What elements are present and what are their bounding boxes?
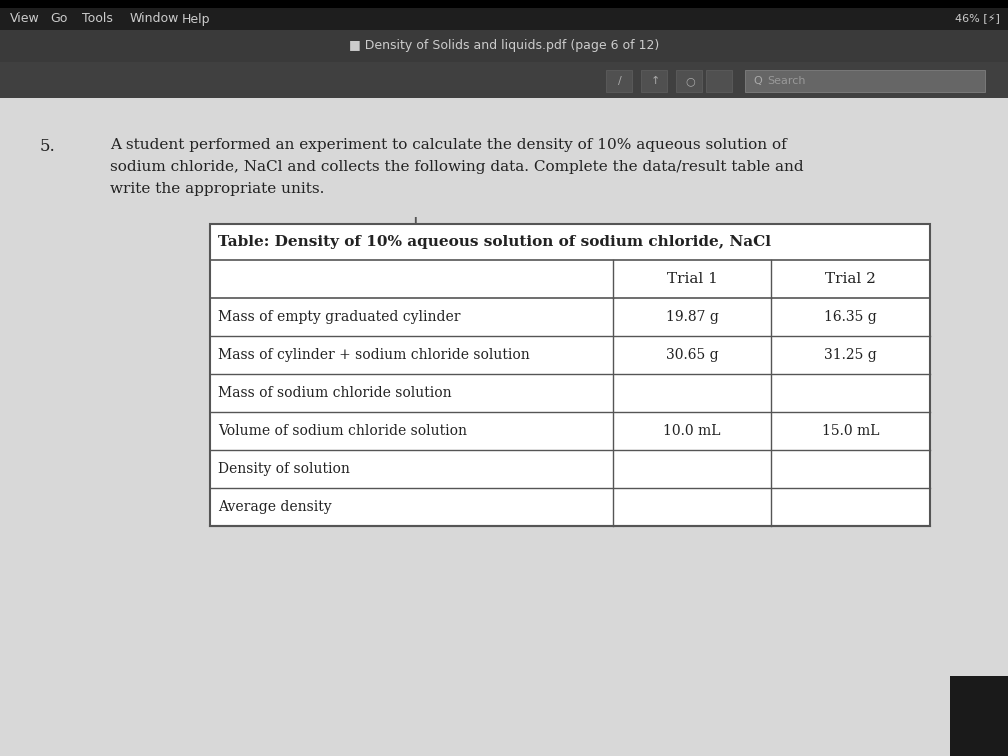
Text: 46% [⚡]: 46% [⚡] <box>956 14 1000 24</box>
Bar <box>706 70 732 92</box>
Bar <box>0 0 1008 8</box>
Text: 10.0 mL: 10.0 mL <box>663 424 721 438</box>
Text: 31.25 g: 31.25 g <box>825 348 877 362</box>
FancyArrowPatch shape <box>759 122 838 753</box>
Text: Go: Go <box>50 13 68 26</box>
Text: 15.0 mL: 15.0 mL <box>822 424 879 438</box>
FancyArrowPatch shape <box>720 122 798 753</box>
Text: Volume of sodium chloride solution: Volume of sodium chloride solution <box>218 424 467 438</box>
FancyArrowPatch shape <box>881 122 961 753</box>
Text: ○: ○ <box>685 76 695 86</box>
Text: Mass of cylinder + sodium chloride solution: Mass of cylinder + sodium chloride solut… <box>218 348 530 362</box>
Bar <box>0 98 1008 756</box>
Text: /: / <box>618 76 622 86</box>
FancyArrowPatch shape <box>658 122 738 753</box>
FancyArrowPatch shape <box>203 122 282 753</box>
Text: Mass of sodium chloride solution: Mass of sodium chloride solution <box>218 386 452 400</box>
Bar <box>0 30 1008 62</box>
Text: Tools: Tools <box>82 13 113 26</box>
Bar <box>0 8 1008 30</box>
FancyArrowPatch shape <box>397 122 477 753</box>
FancyArrowPatch shape <box>762 122 842 753</box>
Bar <box>0 62 1008 98</box>
Bar <box>641 70 667 92</box>
Bar <box>950 676 1008 756</box>
Text: Trial 1: Trial 1 <box>666 272 718 286</box>
Text: 16.35 g: 16.35 g <box>825 310 877 324</box>
FancyArrowPatch shape <box>282 122 362 753</box>
Text: Table: Density of 10% aqueous solution of sodium chloride, NaCl: Table: Density of 10% aqueous solution o… <box>218 235 771 249</box>
Text: Trial 2: Trial 2 <box>826 272 876 286</box>
Text: Search: Search <box>767 76 805 86</box>
Text: Help: Help <box>182 13 211 26</box>
Text: Mass of empty graduated cylinder: Mass of empty graduated cylinder <box>218 310 461 324</box>
Text: View: View <box>10 13 39 26</box>
Text: Q: Q <box>753 76 762 86</box>
Bar <box>745 70 985 92</box>
Text: Average density: Average density <box>218 500 332 514</box>
Text: ↑: ↑ <box>650 76 659 86</box>
Text: 5.: 5. <box>40 138 55 155</box>
Text: 30.65 g: 30.65 g <box>665 348 719 362</box>
Text: I: I <box>412 216 417 235</box>
Text: ■ Density of Solids and liquids.pdf (page 6 of 12): ■ Density of Solids and liquids.pdf (pag… <box>349 39 659 52</box>
Bar <box>676 70 702 92</box>
Text: write the appropriate units.: write the appropriate units. <box>110 182 325 196</box>
Bar <box>606 70 632 92</box>
Text: Window: Window <box>130 13 179 26</box>
Bar <box>210 224 930 526</box>
Text: Density of solution: Density of solution <box>218 462 350 476</box>
Text: 19.87 g: 19.87 g <box>665 310 719 324</box>
Text: A student performed an experiment to calculate the density of 10% aqueous soluti: A student performed an experiment to cal… <box>110 138 787 152</box>
Text: sodium chloride, NaCl and collects the following data. Complete the data/result : sodium chloride, NaCl and collects the f… <box>110 160 803 174</box>
